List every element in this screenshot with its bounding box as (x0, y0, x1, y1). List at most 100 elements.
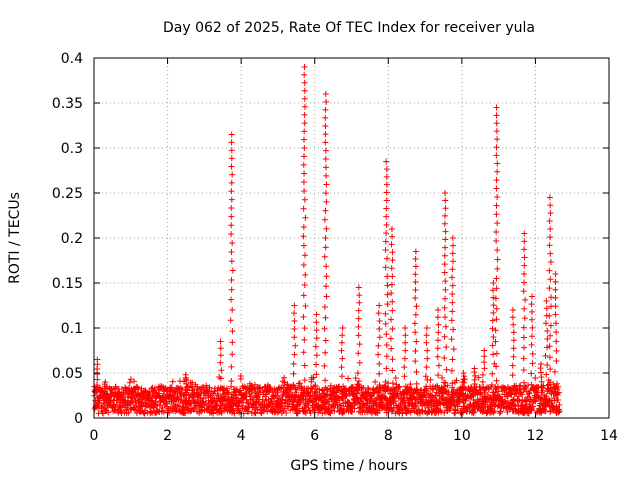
data-point (291, 326, 297, 332)
data-point (521, 279, 527, 285)
data-point (442, 245, 448, 251)
data-point (356, 316, 362, 322)
data-point (529, 317, 535, 323)
data-point (388, 336, 394, 342)
data-point (324, 293, 330, 299)
data-point (553, 279, 559, 285)
data-point (390, 380, 396, 386)
y-tick-label: 0.3 (61, 141, 83, 157)
data-point (548, 294, 554, 300)
data-point (323, 263, 329, 269)
data-point (450, 250, 456, 256)
data-point (494, 128, 500, 134)
data-point (493, 378, 499, 384)
data-point (228, 378, 234, 384)
data-point (322, 377, 328, 383)
data-point (229, 258, 235, 264)
data-point (548, 259, 554, 265)
data-point (522, 315, 528, 321)
data-point (529, 309, 535, 315)
data-point (510, 322, 516, 328)
data-point (546, 268, 552, 274)
data-point (355, 324, 361, 330)
data-point (377, 318, 383, 324)
data-point (435, 329, 441, 335)
data-point (300, 314, 306, 320)
data-point (301, 153, 307, 159)
data-point (510, 314, 516, 320)
data-point (542, 353, 548, 359)
data-point (489, 326, 495, 332)
data-point (302, 88, 308, 94)
data-point (339, 373, 345, 379)
data-point (529, 294, 535, 300)
data-point (384, 342, 390, 348)
data-point (423, 373, 429, 379)
data-point (493, 105, 499, 111)
data-point (323, 190, 329, 196)
data-point (389, 234, 395, 240)
data-point (229, 240, 235, 246)
data-point (522, 297, 528, 303)
data-point (322, 217, 328, 223)
data-point (229, 147, 235, 153)
data-point (413, 264, 419, 270)
data-point (413, 312, 419, 318)
data-point (530, 360, 536, 366)
data-point (402, 373, 408, 379)
data-point (481, 353, 487, 359)
data-point (494, 306, 500, 312)
data-point (493, 229, 499, 235)
data-point (435, 345, 441, 351)
data-point (442, 305, 448, 311)
data-point (322, 326, 328, 332)
data-point (450, 243, 456, 249)
data-point (494, 220, 500, 226)
data-point (553, 338, 559, 344)
data-point (322, 107, 328, 113)
data-point (490, 280, 496, 286)
data-point (511, 329, 517, 335)
data-point (553, 271, 559, 277)
data-point (547, 251, 553, 257)
data-point (442, 198, 448, 204)
data-point (356, 332, 362, 338)
data-point (449, 274, 455, 280)
data-point (323, 244, 329, 250)
data-point (170, 379, 176, 385)
data-point (229, 328, 235, 334)
data-point (228, 222, 234, 228)
data-point (291, 318, 297, 324)
y-tick-label: 0 (74, 411, 83, 427)
data-point (528, 371, 534, 377)
x-axis-label: GPS time / hours (290, 458, 407, 474)
data-point (450, 235, 456, 241)
data-point (442, 261, 448, 267)
data-point (323, 235, 329, 241)
data-point (451, 346, 457, 352)
data-point (229, 180, 235, 186)
data-point (372, 379, 378, 385)
data-point (389, 241, 395, 247)
data-point (493, 186, 499, 192)
data-point (450, 258, 456, 264)
data-point (291, 334, 297, 340)
data-point (412, 329, 418, 335)
data-point (436, 363, 442, 369)
data-point (442, 213, 448, 219)
data-point (494, 351, 500, 357)
grid (94, 58, 609, 418)
data-point (376, 371, 382, 377)
data-point (228, 214, 234, 220)
data-point (229, 339, 235, 345)
data-point (127, 380, 133, 386)
data-point (435, 307, 441, 313)
data-point (383, 239, 389, 245)
data-point (301, 72, 307, 78)
data-point (339, 356, 345, 362)
data-point (490, 351, 496, 357)
data-point (441, 355, 447, 361)
data-point (376, 310, 382, 316)
data-point (217, 360, 223, 366)
y-tick-label: 0.25 (52, 186, 83, 202)
